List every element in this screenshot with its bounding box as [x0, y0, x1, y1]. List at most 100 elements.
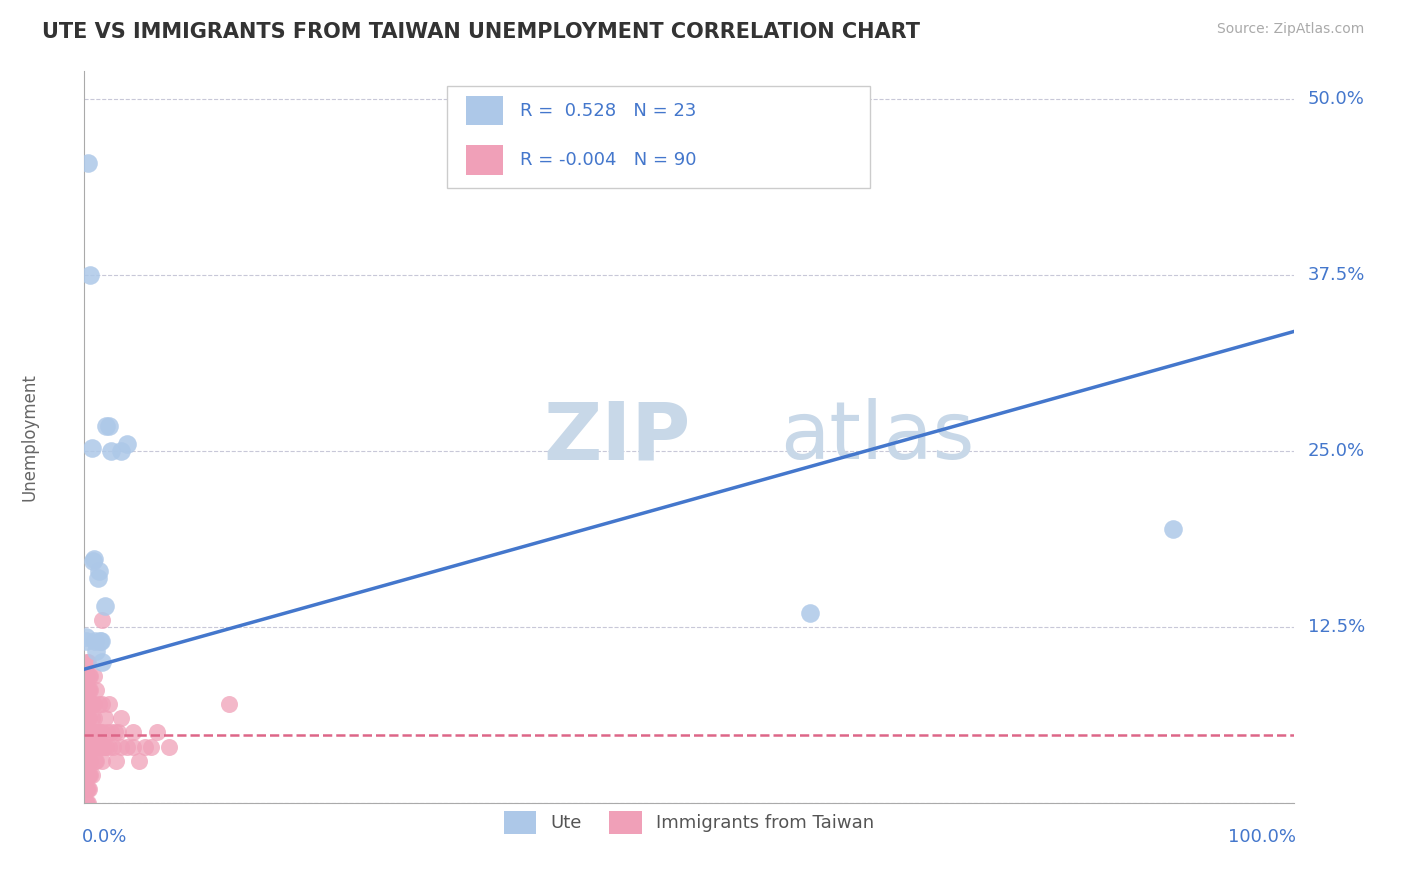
Point [87, 739, 110, 754]
Text: Source: ZipAtlas.com: Source: ZipAtlas.com [1216, 22, 1364, 37]
Text: atlas: atlas [780, 398, 974, 476]
Point [91, 613, 114, 627]
Point [128, 754, 150, 768]
Point [86, 739, 108, 754]
Point [83, 669, 105, 683]
Point [75, 711, 97, 725]
Point [77, 754, 100, 768]
Point [79, 669, 101, 683]
Point [83, 739, 105, 754]
Point [80, 711, 103, 725]
Point [157, 739, 180, 754]
FancyBboxPatch shape [467, 96, 503, 125]
Point [76, 698, 98, 712]
Point [76, 796, 98, 810]
Point [86, 739, 108, 754]
Point [91, 655, 114, 669]
Point [75, 781, 97, 796]
Point [121, 725, 143, 739]
Point [77, 711, 100, 725]
Text: 37.5%: 37.5% [1308, 267, 1365, 285]
Point [104, 754, 127, 768]
Point [93, 739, 115, 754]
Point [100, 725, 122, 739]
Point [218, 698, 240, 712]
Point [87, 564, 110, 578]
Point [94, 599, 117, 613]
Point [79, 725, 101, 739]
Point [146, 725, 169, 739]
Point [84, 634, 107, 648]
Point [77, 683, 100, 698]
Point [84, 725, 107, 739]
Point [121, 739, 143, 754]
Point [82, 554, 104, 568]
Point [76, 781, 98, 796]
Text: R = -0.004   N = 90: R = -0.004 N = 90 [520, 151, 696, 169]
Point [75, 739, 97, 754]
Point [86, 683, 108, 698]
Point [107, 725, 129, 739]
Point [91, 754, 114, 768]
Point [104, 725, 127, 739]
Text: 50.0%: 50.0% [1308, 90, 1365, 109]
Point [110, 711, 132, 725]
Point [1161, 521, 1184, 535]
Point [76, 683, 98, 698]
Point [82, 725, 104, 739]
Text: 100.0%: 100.0% [1227, 829, 1296, 847]
Point [76, 655, 98, 669]
Point [86, 754, 108, 768]
Text: Unemployment: Unemployment [21, 373, 39, 501]
Point [75, 683, 97, 698]
Point [115, 437, 138, 451]
Point [83, 711, 105, 725]
Point [77, 754, 100, 768]
Point [86, 725, 108, 739]
Point [90, 634, 112, 648]
Point [89, 725, 111, 739]
Point [77, 767, 100, 781]
Point [87, 698, 110, 712]
Text: ZIP: ZIP [544, 398, 692, 476]
Point [79, 683, 101, 698]
FancyBboxPatch shape [467, 145, 503, 175]
Point [80, 698, 103, 712]
Point [77, 156, 100, 170]
FancyBboxPatch shape [447, 86, 870, 188]
Point [75, 634, 97, 648]
Point [91, 725, 114, 739]
Point [83, 552, 105, 566]
Point [77, 725, 100, 739]
Point [76, 725, 98, 739]
Point [80, 739, 103, 754]
Point [77, 655, 100, 669]
Point [97, 418, 120, 433]
Point [75, 698, 97, 712]
Point [77, 711, 100, 725]
Point [75, 754, 97, 768]
Point [84, 754, 107, 768]
Point [75, 796, 97, 810]
Point [94, 739, 117, 754]
Point [77, 725, 100, 739]
Point [103, 739, 125, 754]
Point [75, 669, 97, 683]
Point [76, 754, 98, 768]
Point [77, 698, 100, 712]
Point [76, 669, 98, 683]
Point [139, 739, 162, 754]
Point [115, 739, 138, 754]
Point [110, 444, 132, 458]
Point [94, 418, 117, 433]
Point [97, 739, 120, 754]
Point [80, 767, 103, 781]
Point [90, 739, 112, 754]
Point [80, 725, 103, 739]
Point [86, 571, 108, 585]
Legend: Ute, Immigrants from Taiwan: Ute, Immigrants from Taiwan [496, 804, 882, 841]
Point [77, 781, 100, 796]
Point [76, 739, 98, 754]
Text: 0.0%: 0.0% [82, 829, 128, 847]
Point [77, 767, 100, 781]
